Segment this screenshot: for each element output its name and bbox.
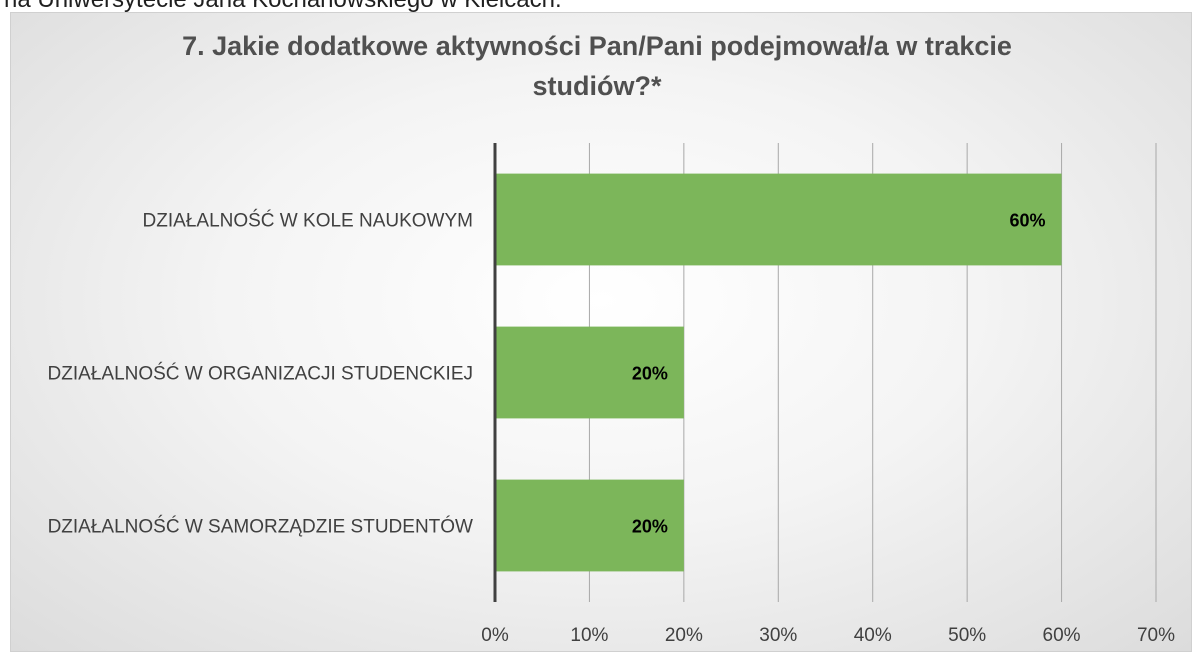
x-tick-label: 0% (481, 625, 509, 646)
data-label: 20% (632, 517, 668, 537)
data-label: 60% (1010, 211, 1046, 231)
chart-title-line-1: 7. Jakie dodatkowe aktywności Pan/Pani p… (182, 31, 1012, 61)
document-header-text: na Uniwersytecie Jana Kochanowskiego w K… (4, 0, 562, 14)
x-tick-label: 40% (854, 625, 892, 646)
x-tick-label: 70% (1137, 625, 1175, 646)
data-label: 20% (632, 364, 668, 384)
x-tick-label: 60% (1043, 625, 1081, 646)
x-tick-label: 20% (665, 625, 703, 646)
category-label: DZIAŁALNOŚĆ W KOLE NAUKOWYM (143, 210, 473, 232)
bar (495, 479, 684, 572)
category-label: DZIAŁALNOŚĆ W SAMORZĄDZIE STUDENTÓW (48, 516, 473, 538)
bar (495, 326, 684, 419)
x-tick-label: 30% (759, 625, 797, 646)
chart-title-line-2: studiów?* (532, 71, 662, 101)
bar (495, 173, 1062, 266)
chart-title: 7. Jakie dodatkowe aktywności Pan/Pani p… (0, 26, 1194, 106)
x-tick-label: 10% (570, 625, 608, 646)
category-label: DZIAŁALNOŚĆ W ORGANIZACJI STUDENCKIEJ (48, 363, 473, 385)
x-tick-label: 50% (948, 625, 986, 646)
